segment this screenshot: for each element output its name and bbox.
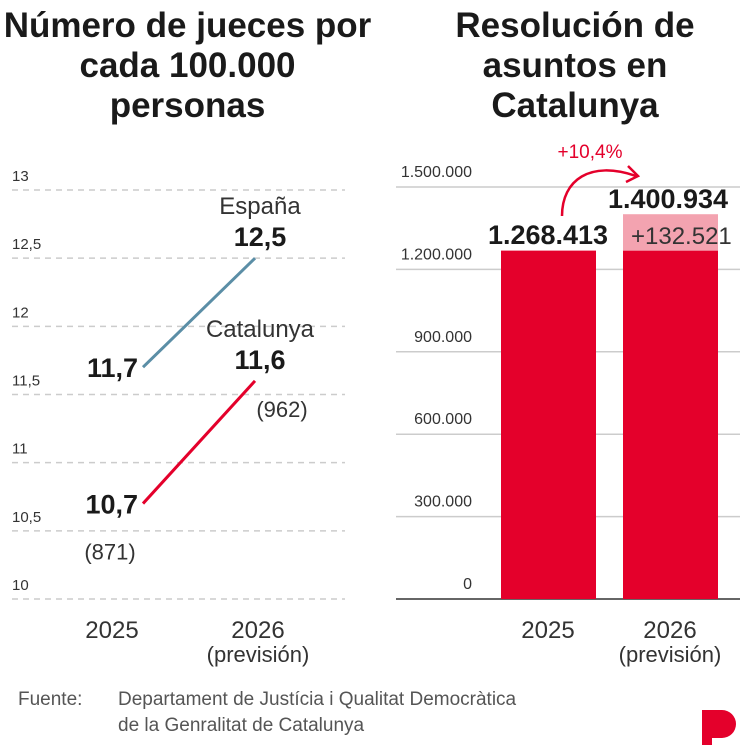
arrowhead-icon xyxy=(625,165,641,184)
y-tick-label: 12,5 xyxy=(12,236,41,253)
bar-2026-increase xyxy=(623,214,718,251)
y-tick-label: 1.500.000 xyxy=(401,164,472,181)
data-label: 11,6 xyxy=(234,345,285,375)
right-chart-title: Resolución de asuntos en Catalunya xyxy=(455,6,695,125)
series-name-label: Catalunya xyxy=(206,316,315,343)
charts-svg: 1010,51111,51212,51311,7España12,510,7Ca… xyxy=(12,142,740,667)
source-label: Fuente: xyxy=(18,689,83,710)
series-line-españa xyxy=(141,257,257,369)
data-label: 11,7 xyxy=(87,353,138,383)
y-tick-label: 0 xyxy=(463,576,472,593)
increase-label: +132.521 xyxy=(631,223,732,250)
bar-2025 xyxy=(501,250,596,599)
y-tick-label: 11,5 xyxy=(12,373,40,390)
y-tick-label: 11 xyxy=(12,441,28,458)
y-tick-label: 12 xyxy=(12,304,29,321)
y-tick-label: 10 xyxy=(12,577,29,594)
y-tick-label: 10,5 xyxy=(12,509,41,526)
x-tick-label: 2026 xyxy=(231,617,284,644)
y-tick-label: 1.200.000 xyxy=(401,246,472,263)
bar-2026-base xyxy=(623,250,718,599)
data-note: (962) xyxy=(256,397,307,422)
change-arrow-icon xyxy=(560,169,637,217)
logo-p-icon xyxy=(702,710,736,745)
bar-value-label: 1.400.934 xyxy=(608,184,728,214)
data-note: (871) xyxy=(84,540,135,565)
x-tick-label: 2026 xyxy=(643,617,696,644)
x-tick-sublabel: (previsión) xyxy=(619,642,722,667)
y-tick-label: 900.000 xyxy=(414,329,472,346)
x-tick-label: 2025 xyxy=(521,617,574,644)
y-tick-label: 300.000 xyxy=(414,494,472,511)
y-tick-label: 600.000 xyxy=(414,411,472,428)
data-label: 12,5 xyxy=(234,222,287,252)
source-line-1: Departament de Justícia i Qualitat Democ… xyxy=(118,689,517,710)
y-tick-label: 13 xyxy=(12,168,29,185)
data-label: 10,7 xyxy=(85,490,138,520)
source-line-2: de la Genralitat de Catalunya xyxy=(118,715,365,736)
series-line-catalunya xyxy=(141,379,257,505)
change-label: +10,4% xyxy=(558,142,623,163)
bar-value-label: 1.268.413 xyxy=(488,220,608,250)
x-tick-label: 2025 xyxy=(85,617,138,644)
series-name-label: España xyxy=(219,193,301,220)
left-chart-title: Número de jueces por cada 100.000 person… xyxy=(3,6,372,125)
x-tick-sublabel: (previsión) xyxy=(207,642,310,667)
